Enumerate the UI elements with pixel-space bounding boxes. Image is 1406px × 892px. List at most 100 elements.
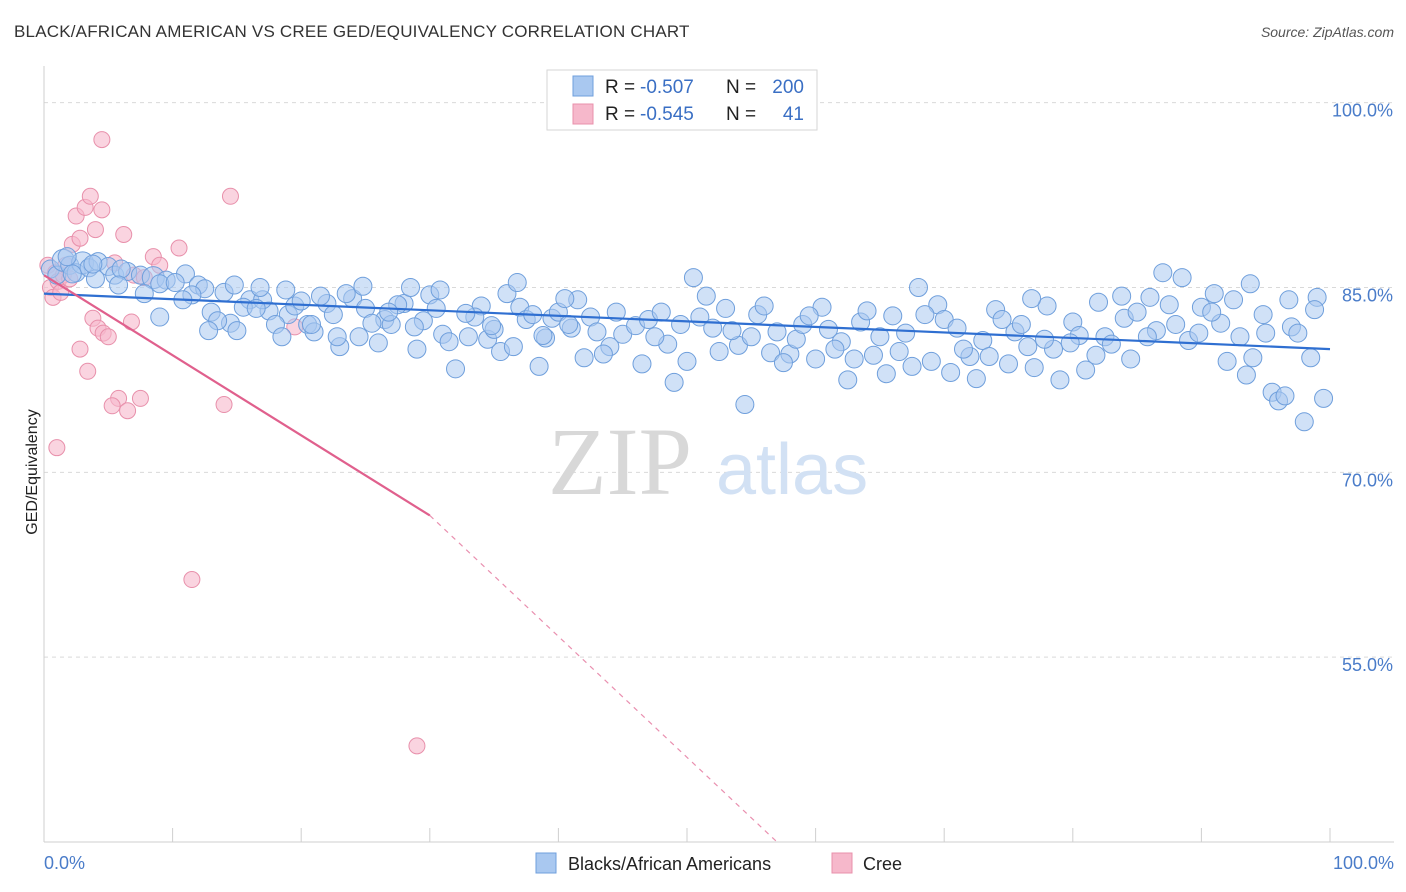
black-african-american-point (709, 342, 729, 362)
black-african-american-point (1202, 302, 1222, 322)
black-african-american-point (62, 264, 82, 284)
stats-pink-r-label: R = (605, 104, 635, 125)
cree-point (122, 313, 140, 331)
black-african-american-point (503, 337, 523, 357)
black-african-american-point (921, 351, 941, 371)
cree-point (119, 402, 137, 420)
pink-trend-line (43, 274, 431, 517)
black-african-american-point (291, 291, 311, 311)
black-african-american-point (458, 327, 478, 347)
black-african-american-point (664, 372, 684, 392)
black-african-american-point (896, 323, 916, 343)
black-african-american-point (889, 342, 909, 362)
cree-point (71, 340, 89, 358)
black-african-american-point (1022, 289, 1042, 309)
black-african-american-point (992, 310, 1012, 330)
black-african-american-point (844, 349, 864, 369)
black-african-american-point (165, 273, 185, 293)
black-african-american-point (407, 339, 427, 359)
black-african-american-point (941, 363, 961, 383)
black-african-american-point (761, 343, 781, 363)
black-african-american-point (857, 301, 877, 321)
black-african-american-point (404, 317, 424, 337)
cree-point (71, 229, 89, 247)
black-african-american-point (1101, 334, 1121, 354)
black-african-american-point (1050, 370, 1070, 390)
black-african-american-point (818, 319, 838, 339)
cree-point (131, 389, 149, 407)
black-african-american-point (606, 302, 626, 322)
pink-trend-extension (429, 515, 778, 843)
black-african-american-point (677, 351, 697, 371)
black-african-american-point (825, 339, 845, 359)
cree-point (170, 239, 188, 257)
legend-pink-swatch (831, 852, 853, 874)
cree-point (93, 131, 111, 149)
black-african-american-point (111, 259, 131, 279)
cree-point (215, 396, 233, 414)
black-african-american-point (227, 321, 247, 341)
black-african-american-point (1172, 268, 1192, 288)
cree-point (183, 571, 201, 589)
black-african-american-point (1140, 287, 1160, 307)
black-african-american-point (430, 280, 450, 300)
black-african-american-point (632, 354, 652, 374)
black-african-american-points (40, 247, 1334, 432)
black-african-american-point (109, 275, 129, 295)
cree-point (408, 737, 426, 755)
black-african-american-point (863, 345, 883, 365)
black-african-american-point (379, 302, 399, 322)
grid-lines (44, 102, 1394, 658)
black-african-american-point (362, 313, 382, 333)
black-african-american-point (327, 327, 347, 347)
cree-point (115, 225, 133, 243)
black-african-american-point (456, 303, 476, 323)
stats-box: R = -0.507 N = 200 R = -0.545 N = 41 (546, 69, 818, 131)
black-african-american-point (83, 254, 103, 274)
legend-pink-label: Cree (863, 854, 902, 874)
black-african-american-point (310, 286, 330, 306)
black-african-american-point (401, 277, 421, 297)
black-african-american-point (323, 305, 343, 325)
black-african-american-point (741, 327, 761, 347)
black-african-american-point (966, 369, 986, 389)
black-african-american-point (773, 353, 793, 373)
black-african-american-point (134, 284, 154, 304)
black-african-american-point (1011, 314, 1031, 334)
axes (43, 66, 1394, 843)
black-african-american-point (1159, 295, 1179, 315)
black-african-american-point (1243, 348, 1263, 368)
black-african-american-point (915, 305, 935, 325)
black-african-american-point (735, 395, 755, 415)
trend-lines (43, 274, 1331, 843)
black-african-american-point (1288, 323, 1308, 343)
black-african-american-point (1224, 290, 1244, 310)
black-african-american-point (1230, 327, 1250, 347)
black-african-american-point (1189, 323, 1209, 343)
black-african-american-point (1089, 292, 1109, 312)
black-african-american-point (482, 316, 502, 336)
black-african-american-point (301, 314, 321, 334)
black-african-american-point (973, 330, 993, 350)
black-african-american-point (353, 276, 373, 296)
black-african-american-point (574, 348, 594, 368)
black-african-american-point (529, 356, 549, 376)
black-african-american-point (1018, 337, 1038, 357)
black-african-american-point (57, 247, 77, 267)
black-african-american-point (799, 306, 819, 326)
black-african-american-point (947, 318, 967, 338)
y-tick-label: 85.0% (1342, 285, 1393, 305)
black-african-american-point (272, 327, 292, 347)
black-african-american-point (1037, 296, 1057, 316)
black-african-american-point (908, 277, 928, 297)
black-african-american-point (1217, 351, 1237, 371)
cree-point (86, 221, 104, 239)
black-african-american-point (716, 298, 736, 318)
x-tick-label-max: 100.0% (1333, 853, 1394, 873)
y-tick-label: 70.0% (1342, 470, 1393, 490)
black-african-american-point (439, 332, 459, 352)
black-african-american-point (645, 327, 665, 347)
black-african-american-point (533, 326, 553, 346)
black-african-american-point (250, 277, 270, 297)
black-african-american-point (683, 268, 703, 288)
